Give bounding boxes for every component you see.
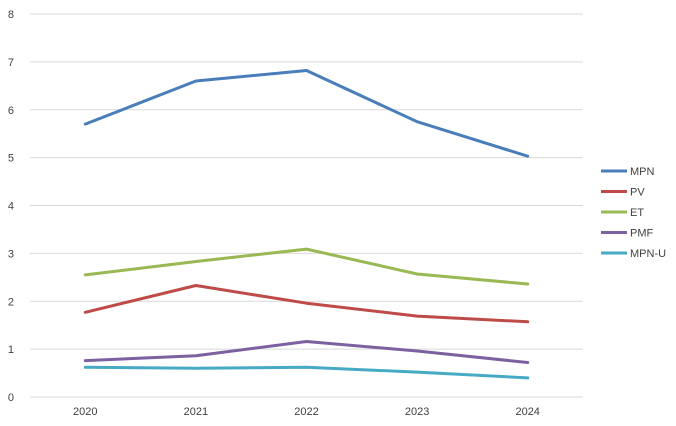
y-tick-label: 5	[8, 153, 14, 165]
series-line-mpn	[83, 69, 530, 158]
legend-item-mpn: MPN	[601, 166, 655, 178]
legend-label: PMF	[630, 228, 654, 240]
y-tick-label: 1	[8, 344, 14, 356]
series-line-pmf	[83, 340, 530, 364]
legend-label: ET	[630, 207, 644, 219]
x-tick-label: 2023	[405, 406, 429, 418]
x-axis-tick-labels: 2020 2021 2022 2023 2024	[73, 406, 540, 418]
y-tick-label: 0	[8, 392, 14, 404]
x-tick-label: 2022	[294, 406, 318, 418]
legend-label: MPN	[630, 166, 655, 178]
x-tick-label: 2021	[184, 406, 208, 418]
legend-item-et: ET	[601, 207, 644, 219]
x-tick-label: 2020	[73, 406, 97, 418]
legend: MPN PV ET PMF MPN-U	[601, 166, 666, 260]
series-line-pv	[83, 284, 530, 324]
y-tick-label: 7	[8, 57, 14, 69]
y-tick-label: 3	[8, 248, 14, 260]
y-tick-label: 6	[8, 105, 14, 117]
legend-label: MPN-U	[630, 248, 666, 260]
legend-label: PV	[630, 187, 645, 199]
series-line-et	[83, 247, 530, 286]
y-tick-label: 4	[8, 201, 14, 213]
y-tick-label: 8	[8, 9, 14, 21]
legend-item-pmf: PMF	[601, 228, 654, 240]
series-line-mpn-u	[83, 365, 530, 380]
y-axis-tick-labels: 0 1 2 3 4 5 6 7 8	[8, 9, 14, 404]
legend-item-mpn-u: MPN-U	[601, 248, 666, 260]
x-tick-label: 2024	[515, 406, 539, 418]
legend-item-pv: PV	[601, 187, 645, 199]
series-lines	[83, 69, 530, 380]
y-tick-label: 2	[8, 296, 14, 308]
